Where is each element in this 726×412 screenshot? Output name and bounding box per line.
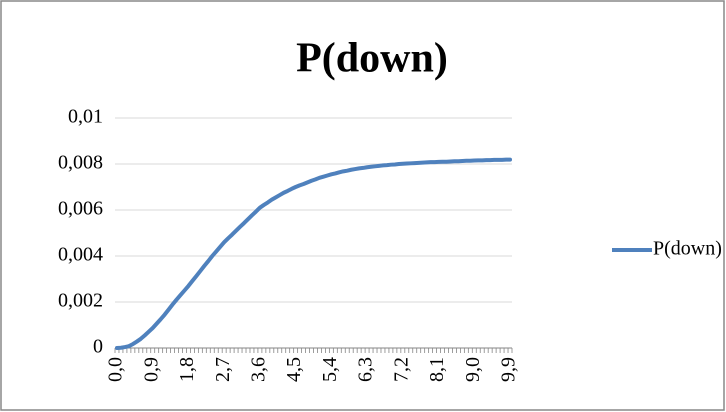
x-tick-label: 1,8 [176, 357, 198, 382]
x-tick-label: 0,9 [140, 357, 162, 382]
y-tick-label: 0,004 [58, 244, 103, 266]
x-tick-label: 8,1 [426, 357, 448, 382]
chart-title: P(down) [296, 36, 448, 82]
x-tick-label: 0,0 [105, 357, 127, 382]
y-tick-label: 0,006 [58, 198, 103, 220]
x-tick-label: 7,2 [390, 357, 412, 382]
data-line [114, 157, 513, 350]
x-tick-label: 4,5 [283, 357, 305, 382]
x-tick-label: 9,9 [498, 357, 520, 382]
y-tick-label: 0,01 [68, 106, 103, 128]
y-tick-label: 0,002 [58, 290, 103, 312]
y-tick-label: 0 [93, 336, 103, 358]
x-tick-label: 3,6 [247, 357, 269, 382]
y-tick-label: 0,008 [58, 152, 103, 174]
x-tick-label: 6,3 [355, 357, 377, 382]
x-tick-label: 2,7 [212, 357, 234, 382]
x-tick-label: 5,4 [319, 357, 341, 382]
x-tick-label: 9,0 [462, 357, 484, 382]
legend-label: P(down) [653, 238, 722, 260]
